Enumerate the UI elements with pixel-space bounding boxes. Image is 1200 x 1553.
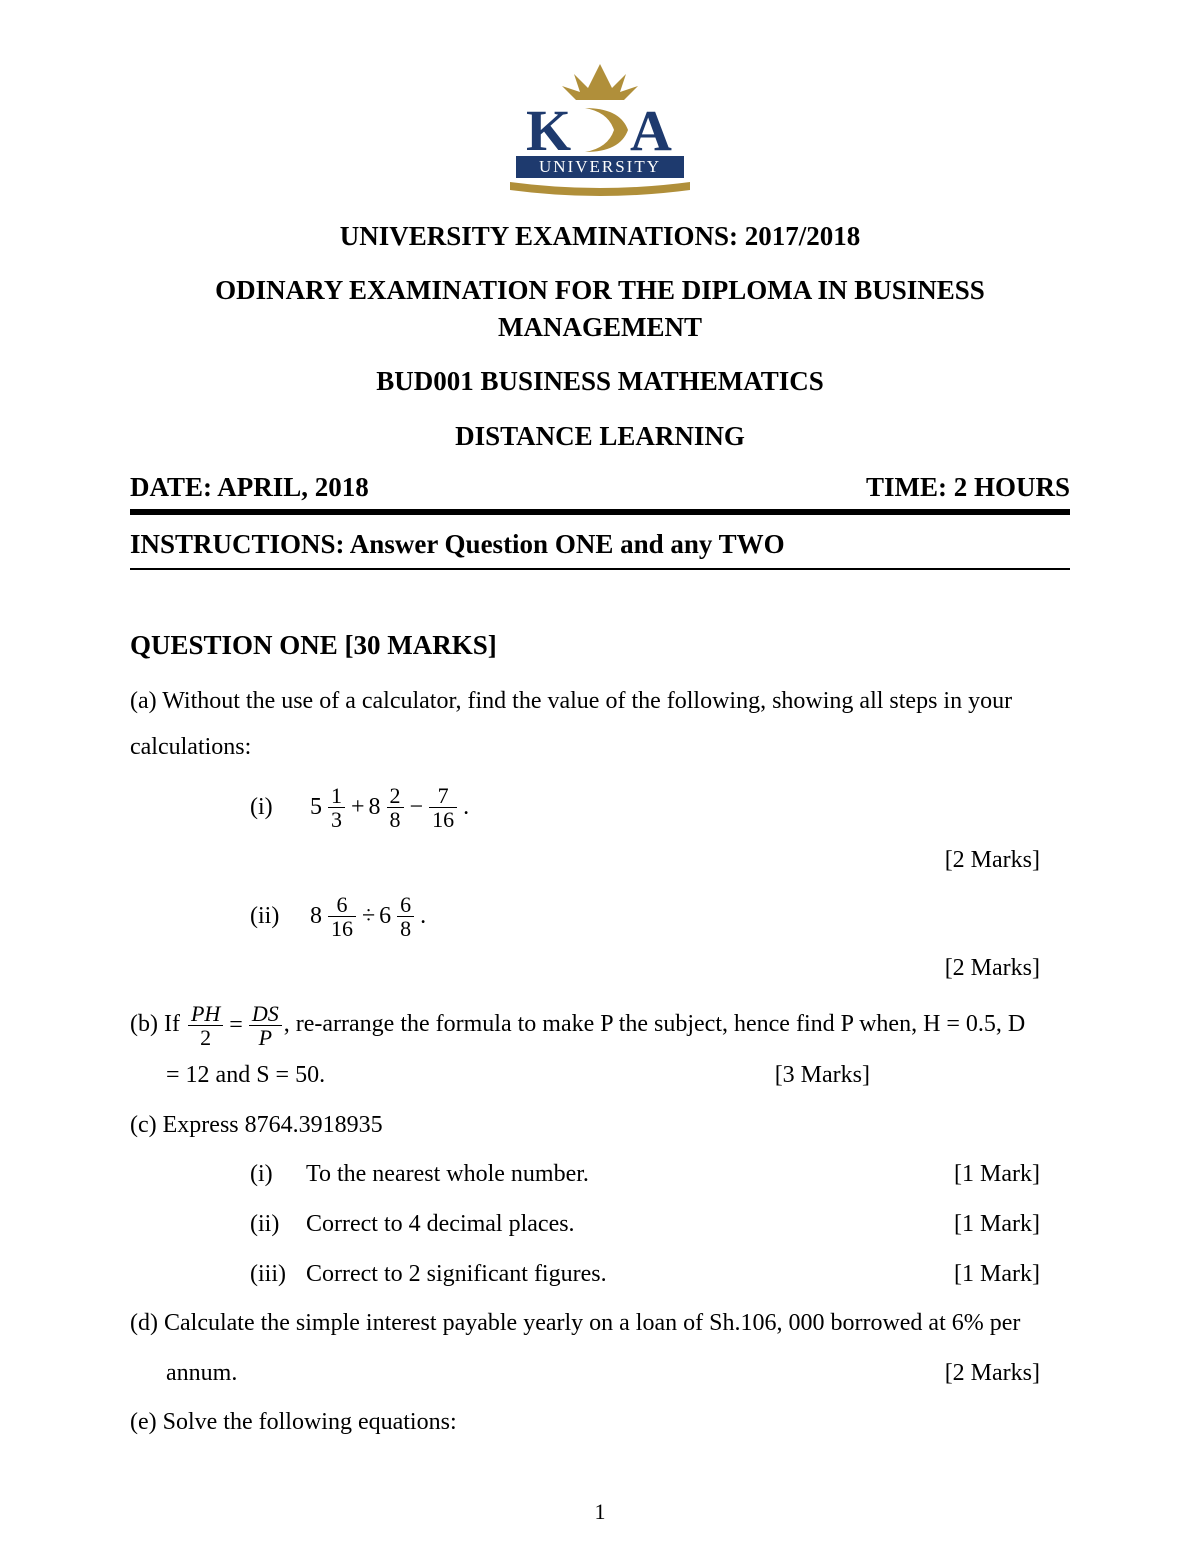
date-time-row: DATE: APRIL, 2018 TIME: 2 HOURS — [130, 472, 1070, 503]
part-c-ii: (ii) Correct to 4 decimal places. [1 Mar… — [250, 1202, 1070, 1248]
thin-divider — [130, 568, 1070, 570]
exam-date: DATE: APRIL, 2018 — [130, 472, 369, 503]
part-a-text: Without the use of a calculator, find th… — [130, 688, 1012, 760]
svg-text:UNIVERSITY: UNIVERSITY — [539, 157, 661, 176]
a-ii-marks: [2 Marks] — [130, 946, 1070, 992]
thick-divider — [130, 509, 1070, 515]
c-intro: Express 8764.3918935 — [163, 1112, 383, 1138]
a-i-expression: 5 13 + 8 28 − 716 . — [310, 784, 469, 831]
c-ii-label: (ii) — [250, 1202, 306, 1248]
part-a-ii: (ii) 8 616 ÷ 6 68 . — [250, 893, 1070, 940]
d-text: Calculate the simple interest payable ye… — [164, 1310, 1020, 1336]
c-i-text: To the nearest whole number. — [306, 1152, 920, 1198]
c-i-marks: [1 Mark] — [920, 1152, 1070, 1198]
b-prefix: If — [164, 1011, 186, 1037]
question-one-title: QUESTION ONE [30 MARKS] — [130, 630, 1070, 661]
b-formula: PH2 = DSP — [186, 1002, 284, 1049]
b-line2: = 12 and S = 50. — [166, 1053, 325, 1099]
part-c-i: (i) To the nearest whole number. [1 Mark… — [250, 1152, 1070, 1198]
part-b-line2: = 12 and S = 50. [3 Marks] — [130, 1053, 1070, 1099]
part-a: (a) Without the use of a calculator, fin… — [130, 679, 1070, 770]
c-iii-text: Correct to 2 significant figures. — [306, 1252, 920, 1298]
e-text: Solve the following equations: — [163, 1409, 457, 1435]
c-iii-marks: [1 Mark] — [920, 1252, 1070, 1298]
part-c: (c) Express 8764.3918935 — [130, 1103, 1070, 1149]
b-marks: [3 Marks] — [775, 1053, 1070, 1099]
page-number: 1 — [0, 1499, 1200, 1525]
course-code: BUD001 BUSINESS MATHEMATICS — [130, 363, 1070, 399]
a-ii-expression: 8 616 ÷ 6 68 . — [310, 893, 426, 940]
svg-text:K: K — [526, 98, 571, 163]
b-mid: , re-arrange the formula to make P the s… — [284, 1011, 1026, 1037]
part-a-i: (i) 5 13 + 8 28 − 716 . — [250, 784, 1070, 831]
c-ii-marks: [1 Mark] — [920, 1202, 1070, 1248]
svg-text:A: A — [630, 98, 672, 163]
instructions: INSTRUCTIONS: Answer Question ONE and an… — [130, 529, 1070, 560]
part-c-iii: (iii) Correct to 2 significant figures. … — [250, 1252, 1070, 1298]
c-iii-label: (iii) — [250, 1252, 306, 1298]
part-d-line2: annum. [2 Marks] — [130, 1351, 1070, 1397]
part-b: (b) If PH2 = DSP , re-arrange the formul… — [130, 1002, 1070, 1049]
exam-title: UNIVERSITY EXAMINATIONS: 2017/2018 — [130, 218, 1070, 254]
a-i-marks: [2 Marks] — [130, 838, 1070, 884]
a-i-label: (i) — [250, 785, 310, 831]
program-title: ODINARY EXAMINATION FOR THE DIPLOMA IN B… — [130, 272, 1070, 345]
a-ii-label: (ii) — [250, 894, 310, 940]
mode: DISTANCE LEARNING — [130, 418, 1070, 454]
exam-time: TIME: 2 HOURS — [866, 472, 1070, 503]
part-d: (d) Calculate the simple interest payabl… — [130, 1301, 1070, 1347]
c-ii-text: Correct to 4 decimal places. — [306, 1202, 920, 1248]
question-body: (a) Without the use of a calculator, fin… — [130, 679, 1070, 1446]
part-e: (e) Solve the following equations: — [130, 1400, 1070, 1446]
d-marks: [2 Marks] — [945, 1351, 1070, 1397]
university-logo: K A UNIVERSITY — [480, 60, 720, 200]
d-text2: annum. — [166, 1351, 237, 1397]
exam-page: K A UNIVERSITY UNIVERSITY EXAMINATIONS: … — [0, 0, 1200, 1553]
c-i-label: (i) — [250, 1152, 306, 1198]
